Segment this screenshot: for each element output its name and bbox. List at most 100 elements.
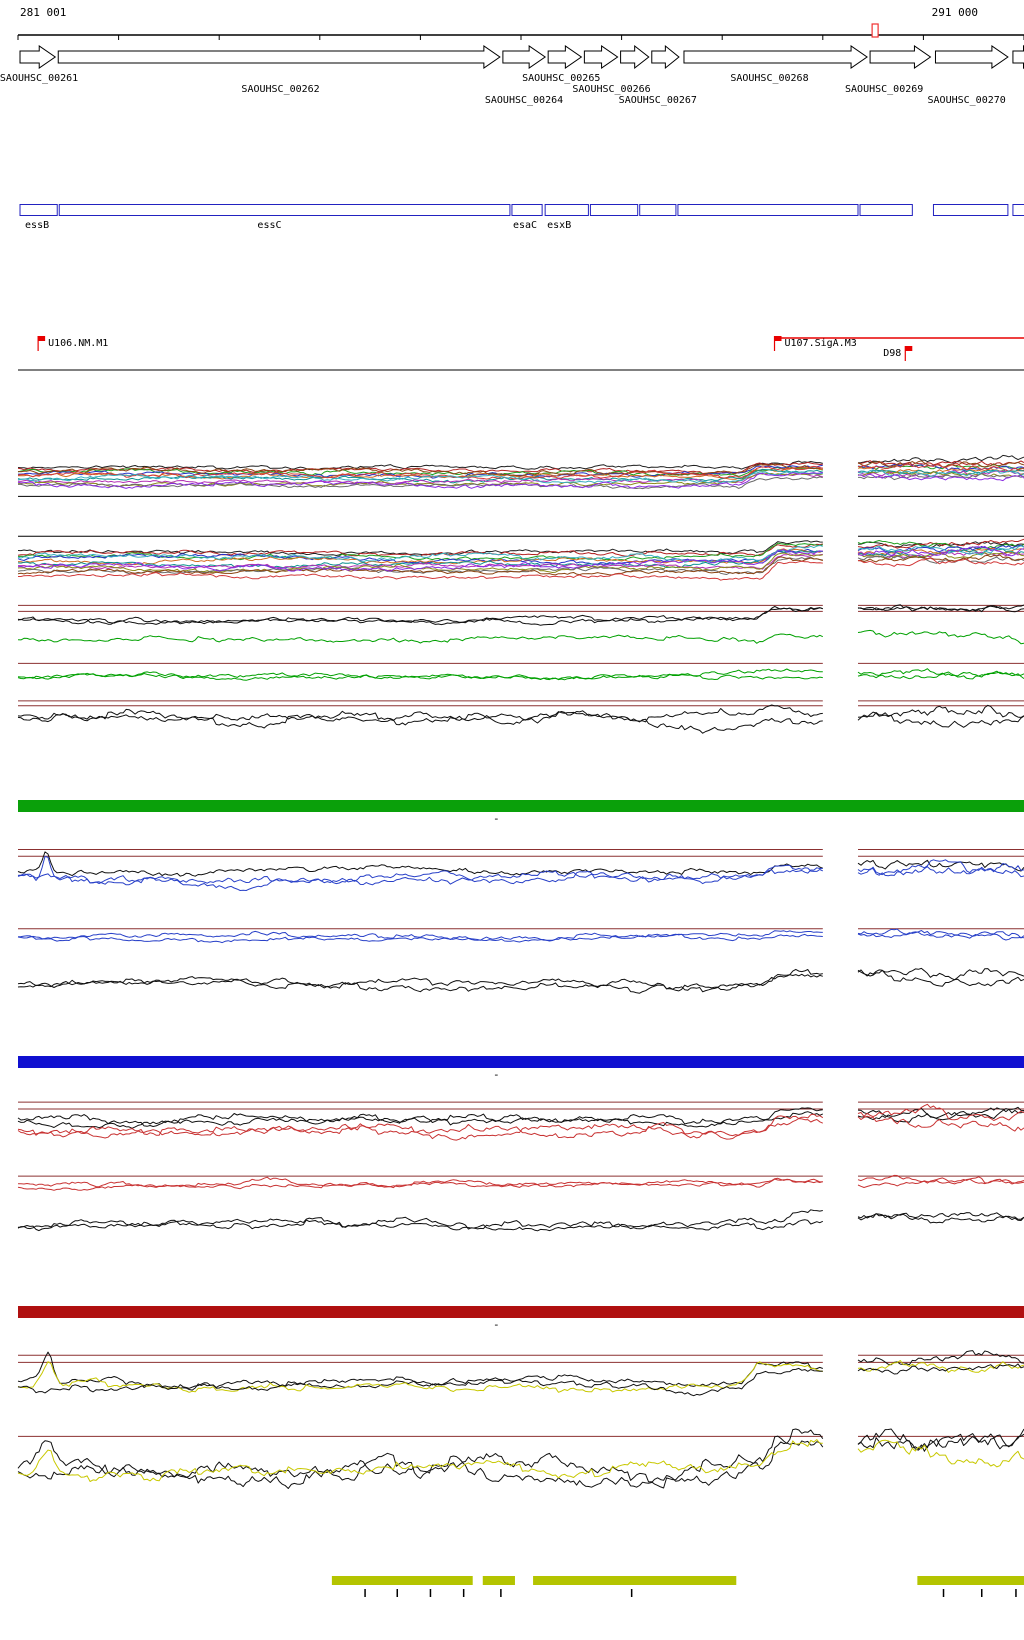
coverage-trace bbox=[17, 1107, 823, 1127]
prediction-track[interactable] bbox=[18, 1576, 1024, 1600]
coverage-panel-5[interactable] bbox=[17, 696, 1024, 750]
feature-label: essB bbox=[25, 220, 49, 231]
coverage-trace bbox=[857, 1213, 1024, 1224]
group-separator-2[interactable] bbox=[18, 1056, 1024, 1068]
feature-box[interactable] bbox=[859, 204, 913, 216]
flag-icon bbox=[774, 336, 782, 341]
annotation-flag[interactable]: U107.SigA.M3 bbox=[773, 336, 857, 351]
gene-arrow[interactable] bbox=[651, 44, 680, 70]
annotation-flag[interactable]: D98 bbox=[883, 346, 913, 361]
coverage-trace bbox=[857, 711, 1024, 728]
gene-arrow[interactable] bbox=[934, 45, 1009, 69]
prediction-segment[interactable] bbox=[331, 1576, 473, 1585]
coverage-trace bbox=[17, 461, 823, 474]
flag-icon bbox=[905, 346, 913, 351]
coverage-trace bbox=[857, 604, 1024, 612]
coverage-trace bbox=[18, 553, 823, 570]
coverage-panel-3[interactable] bbox=[17, 600, 1024, 654]
coverage-trace bbox=[857, 1350, 1024, 1366]
gene-arrow[interactable] bbox=[547, 45, 583, 69]
group-collapse-control[interactable]: - bbox=[493, 1068, 500, 1081]
feature-box[interactable] bbox=[677, 204, 859, 216]
annotation-flag[interactable]: U106.NM.M1 bbox=[37, 336, 108, 351]
coverage-panel-12[interactable] bbox=[17, 1348, 1024, 1420]
annotation-label: D98 bbox=[883, 348, 901, 359]
group-collapse-control[interactable]: - bbox=[493, 812, 500, 825]
gene-arrow[interactable] bbox=[583, 45, 619, 69]
coverage-trace bbox=[17, 605, 823, 626]
coverage-trace bbox=[17, 544, 823, 563]
feature-box[interactable] bbox=[1012, 204, 1024, 216]
gene-arrow-track[interactable] bbox=[18, 44, 1024, 70]
feature-box[interactable] bbox=[58, 204, 511, 216]
coverage-trace bbox=[857, 668, 1024, 680]
feature-box-track[interactable] bbox=[18, 204, 1024, 217]
group-separator-1[interactable] bbox=[18, 800, 1024, 812]
coverage-panel-11[interactable] bbox=[17, 1204, 1024, 1248]
feature-label: esxB bbox=[547, 220, 571, 231]
coverage-panel-9[interactable] bbox=[17, 1094, 1024, 1162]
coverage-trace bbox=[17, 1367, 823, 1397]
coverage-trace bbox=[857, 469, 1024, 477]
annotation-flag-track[interactable]: U106.NM.M1 U107.SigA.M3 D98 bbox=[18, 330, 1024, 372]
coverage-trace bbox=[17, 465, 823, 480]
group-collapse-control[interactable]: - bbox=[493, 1318, 500, 1331]
tick-mark bbox=[429, 1589, 432, 1597]
gene-arrow[interactable] bbox=[502, 45, 547, 69]
gene-arrow[interactable] bbox=[620, 44, 650, 70]
gene-label: SAOUHSC_00267 bbox=[619, 95, 697, 106]
feature-box[interactable] bbox=[589, 204, 639, 216]
coverage-trace bbox=[857, 1428, 1024, 1451]
prediction-segment[interactable] bbox=[482, 1576, 515, 1585]
ruler-start-coordinate: 281 001 bbox=[20, 6, 67, 19]
coverage-trace bbox=[17, 930, 823, 942]
gene-arrow[interactable] bbox=[19, 45, 57, 69]
feature-box[interactable] bbox=[639, 204, 677, 216]
gene-arrow[interactable] bbox=[869, 45, 932, 69]
coverage-panel-2[interactable] bbox=[17, 530, 1024, 592]
coverage-trace bbox=[17, 864, 824, 891]
prediction-segment[interactable] bbox=[917, 1576, 1024, 1585]
coverage-trace bbox=[17, 607, 823, 625]
coverage-panel-1[interactable] bbox=[17, 450, 1024, 508]
coverage-panel-6[interactable] bbox=[17, 842, 1024, 910]
coverage-trace bbox=[857, 859, 1024, 872]
coverage-trace bbox=[858, 473, 1024, 481]
gene-arrow[interactable] bbox=[57, 45, 501, 69]
feature-box[interactable] bbox=[511, 204, 543, 216]
coverage-panel-13[interactable] bbox=[17, 1428, 1024, 1512]
tick-mark bbox=[1015, 1589, 1017, 1597]
coverage-trace bbox=[857, 1433, 1024, 1452]
gene-arrow[interactable] bbox=[683, 45, 868, 69]
coverage-panel-8[interactable] bbox=[17, 958, 1024, 1010]
coverage-trace bbox=[17, 1439, 823, 1482]
tick-mark bbox=[462, 1589, 465, 1597]
coverage-panel-10[interactable] bbox=[17, 1166, 1024, 1202]
gene-label: SAOUHSC_00266 bbox=[572, 84, 650, 95]
feature-box[interactable] bbox=[932, 204, 1009, 216]
coverage-trace bbox=[857, 1115, 1024, 1132]
tick-mark bbox=[364, 1589, 366, 1597]
coverage-trace bbox=[17, 549, 823, 572]
coverage-trace bbox=[17, 556, 823, 576]
coverage-trace bbox=[17, 633, 824, 644]
coverage-panel-7[interactable] bbox=[17, 918, 1024, 954]
coverage-trace bbox=[857, 454, 1024, 464]
tick-mark bbox=[980, 1589, 983, 1597]
tick-mark bbox=[500, 1589, 502, 1597]
prediction-segment[interactable] bbox=[533, 1576, 737, 1585]
feature-box[interactable] bbox=[544, 204, 589, 216]
gene-arrow[interactable] bbox=[1012, 44, 1024, 70]
feature-box[interactable] bbox=[19, 204, 58, 216]
coverage-trace bbox=[857, 544, 1024, 553]
coverage-panel-4[interactable] bbox=[17, 658, 1024, 694]
ruler-track[interactable] bbox=[17, 23, 1024, 41]
coverage-trace bbox=[857, 555, 1024, 564]
ruler-selection-marker[interactable] bbox=[871, 23, 879, 38]
coverage-trace bbox=[17, 460, 823, 471]
coverage-trace bbox=[857, 671, 1024, 680]
coverage-trace bbox=[857, 969, 1024, 987]
group-separator-3[interactable] bbox=[18, 1306, 1024, 1318]
coverage-trace bbox=[17, 540, 823, 556]
coverage-trace bbox=[857, 1360, 1024, 1373]
